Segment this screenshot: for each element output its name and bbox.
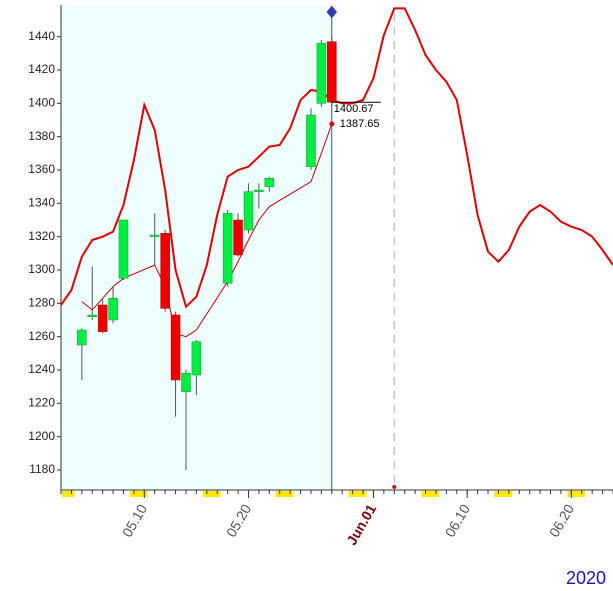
weekend-marker (421, 491, 440, 497)
y-tick-label: 1280 (28, 296, 55, 310)
line-series (81, 123, 333, 338)
x-tick-label: Jun.01 (343, 501, 379, 548)
y-tick-label: 1220 (28, 396, 55, 410)
y-tick-label: 1300 (28, 262, 55, 276)
y-tick-label: 1200 (28, 429, 55, 443)
x-tick-label: 06.20 (546, 501, 577, 540)
weekend-marker (275, 491, 294, 497)
y-tick-label: 1180 (29, 462, 55, 476)
x-tick-label: 05.20 (223, 501, 254, 540)
weekend-marker (202, 491, 221, 497)
y-tick-label: 1260 (28, 329, 55, 343)
candle-body (149, 234, 160, 237)
candle-body (160, 233, 170, 309)
y-tick-label: 1420 (28, 62, 55, 76)
candle-body (170, 314, 181, 381)
weekend-marker (348, 491, 367, 497)
y-tick-label: 1360 (28, 162, 55, 176)
candle-body (191, 341, 202, 376)
candle-body (243, 191, 254, 231)
candle-body (254, 189, 264, 192)
y-tick-label: 1380 (28, 129, 55, 143)
candle-body (181, 373, 191, 392)
x-tick-label: 05.10 (119, 501, 150, 540)
candle-body (108, 298, 118, 321)
candle-body (233, 219, 243, 256)
history-region (61, 5, 332, 490)
candle-body (97, 304, 108, 332)
forecast-label: 1387.65 (340, 118, 380, 130)
candle-body (118, 219, 129, 279)
x-tick-label: 06.10 (442, 501, 473, 540)
peak-dot (392, 485, 397, 489)
line-series (60, 7, 613, 309)
forecast-dot (329, 121, 335, 127)
candle-body (327, 41, 337, 103)
candle-body (222, 213, 233, 284)
last-close-label: 1400.67 (334, 103, 374, 115)
weekend-marker (62, 491, 75, 497)
y-tick-label: 1320 (28, 229, 55, 243)
y-tick-label: 1240 (28, 362, 55, 376)
weekend-marker (494, 491, 513, 497)
current-date-diamond (326, 5, 338, 19)
year-label: 2020 (566, 568, 606, 588)
y-tick-label: 1340 (28, 196, 55, 210)
candle-body (77, 329, 87, 346)
weekend-marker (129, 491, 148, 497)
y-tick-label: 1440 (28, 29, 55, 43)
candle-body (264, 178, 275, 187)
candle-body (316, 43, 327, 104)
candle-body (87, 314, 97, 317)
y-tick-label: 1400 (28, 96, 55, 110)
candle-body (306, 114, 316, 167)
weekend-marker (567, 491, 586, 497)
